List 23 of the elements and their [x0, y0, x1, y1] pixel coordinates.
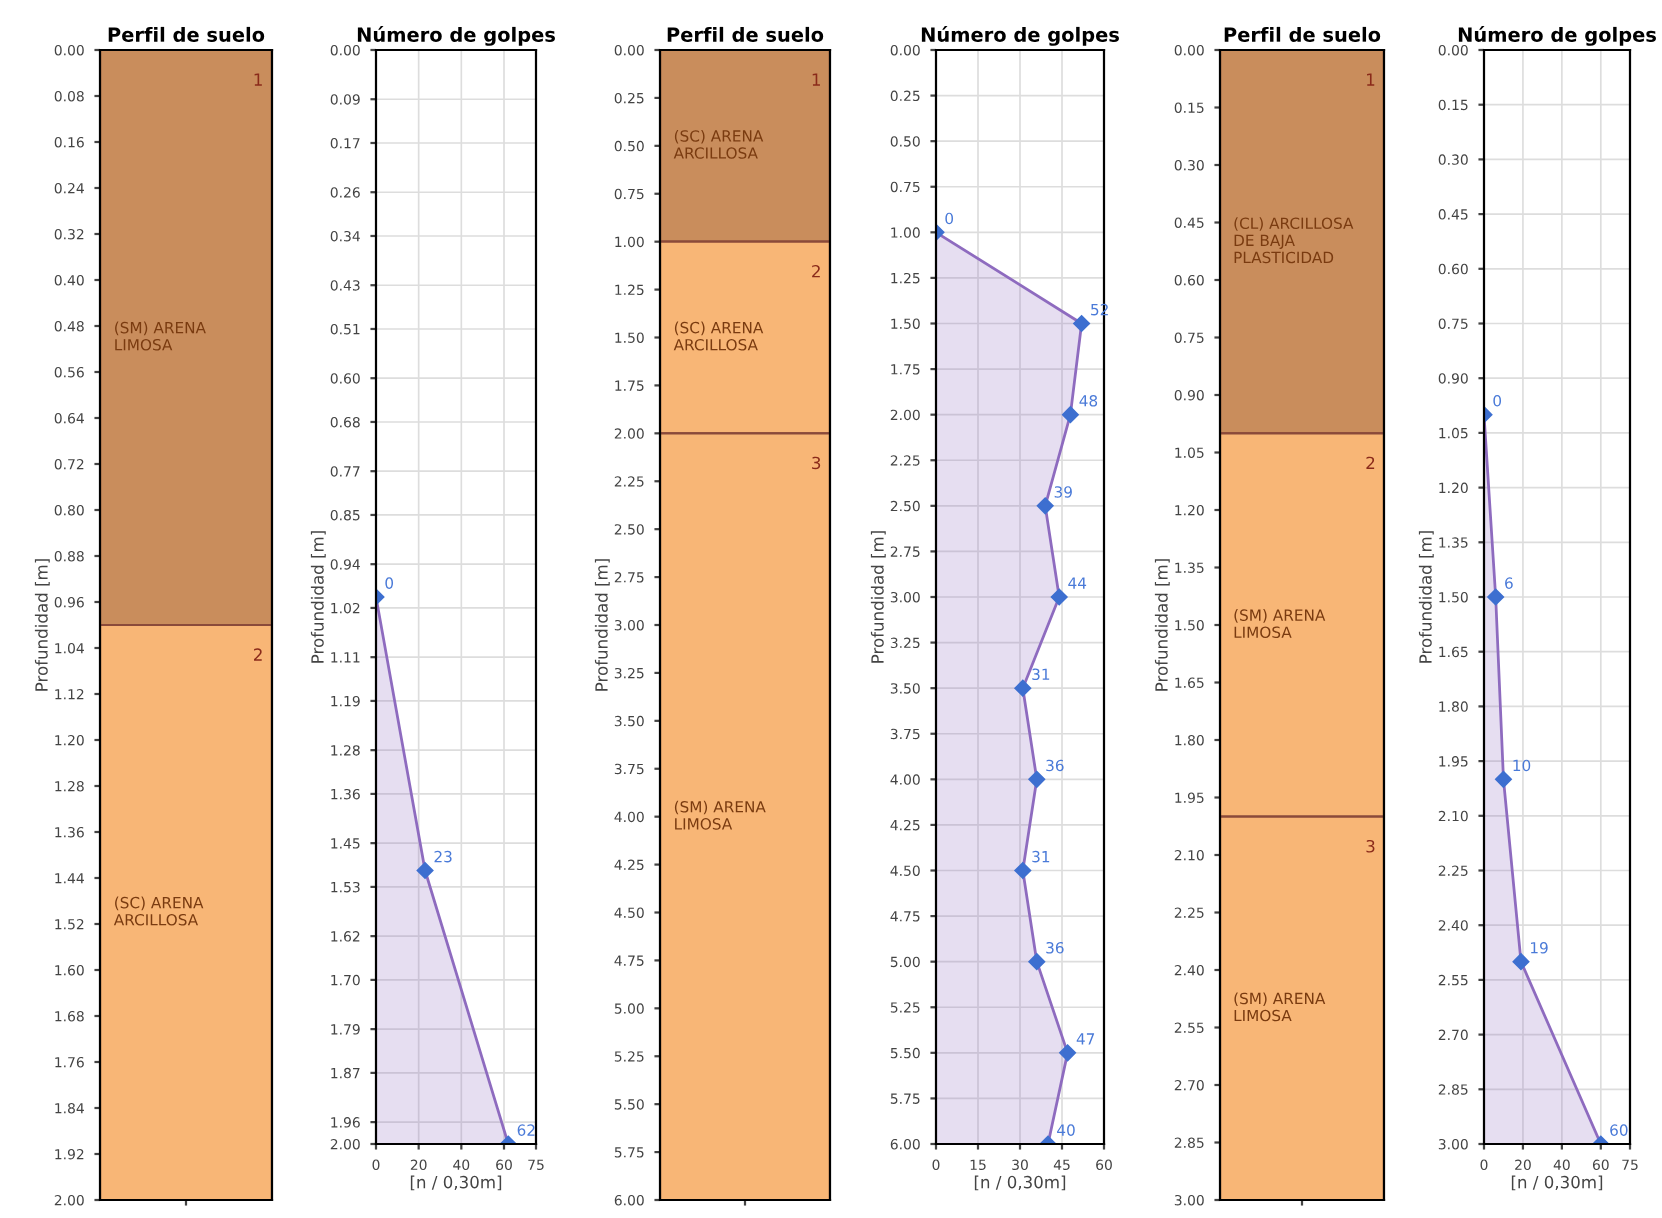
annotation: 1 — [254, 73, 262, 86]
x-axis-title: [n / 0,30m] — [410, 1175, 502, 1191]
y-axis-title: Profundidad [m] — [1154, 559, 1170, 691]
annotation: 2 — [1366, 456, 1375, 469]
annotation: 2 — [812, 264, 820, 278]
chart-title: Número de golpes — [1458, 26, 1656, 46]
chart-title: Número de golpes — [357, 26, 555, 46]
x-axis-title: [n / 0,30m] — [1511, 1175, 1603, 1191]
chart-title: Número de golpes — [921, 26, 1119, 46]
chart-title: Perfil de suelo — [108, 26, 265, 42]
y-axis-title: Profundidad [m] — [310, 531, 326, 663]
y-axis-title: Profundidad [m] — [594, 559, 610, 691]
chart-title: Perfil de suelo — [667, 26, 824, 42]
y-axis-title: Profundidad [m] — [34, 559, 50, 691]
chart-title: Perfil de suelo — [1224, 26, 1381, 42]
annotation: 2 — [254, 648, 262, 661]
y-axis-title: Profundidad [m] — [870, 531, 886, 663]
annotation: 3 — [1366, 839, 1375, 853]
x-axis-title: [n / 0,30m] — [974, 1175, 1066, 1191]
annotation: 1 — [1367, 73, 1375, 86]
annotation: 1 — [812, 73, 820, 86]
annotation: 3 — [812, 456, 821, 470]
y-axis-title: Profundidad [m] — [1418, 531, 1434, 663]
